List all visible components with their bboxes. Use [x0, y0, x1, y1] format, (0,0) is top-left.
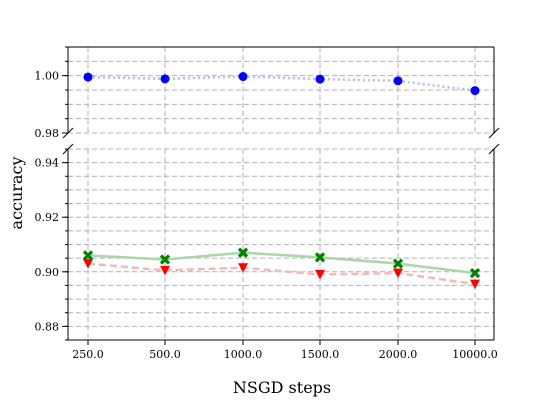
x-marker-stroke — [469, 268, 481, 279]
series-1-point — [237, 247, 249, 258]
x-marker-stroke — [82, 250, 94, 261]
tick-layer: 0.98 1.00 0.88 0.90 0.92 0.94 250.0 500.0 1000.0… — [35, 46, 498, 361]
x-tick-label: 10000.0 — [452, 348, 498, 361]
series-0-line — [87, 75, 476, 92]
axis-break-mark — [488, 143, 500, 155]
top-y-tick-label: 0.98 — [35, 127, 60, 140]
series-2-point — [470, 279, 480, 290]
axis-break-mark — [488, 127, 500, 139]
x-axis-title: NSGD steps — [233, 378, 331, 397]
series-1-line — [87, 251, 476, 275]
series-2-point — [315, 270, 325, 280]
top-y-tick-label: 1.00 — [35, 70, 60, 83]
bottom-y-tick-label: 0.92 — [35, 211, 60, 224]
x-tick-label: 1000.0 — [224, 348, 263, 361]
x-tick-label: 250.0 — [72, 348, 104, 361]
series-1-point — [159, 254, 171, 265]
series-1-point — [314, 252, 326, 263]
series-layer — [82, 72, 481, 290]
series-0-point — [160, 74, 170, 84]
x-marker-stroke — [237, 247, 249, 258]
series-0-point — [393, 76, 403, 86]
series-2-point — [393, 268, 403, 279]
series-2-line — [87, 262, 476, 286]
axes-frame — [62, 46, 500, 341]
x-tick-label: 2000.0 — [379, 348, 418, 361]
series-1-point — [392, 258, 404, 269]
x-marker-stroke — [159, 254, 171, 265]
series-0-point — [83, 72, 93, 82]
grid-lines — [68, 46, 494, 341]
series-2-point — [160, 265, 170, 276]
x-marker-stroke — [314, 252, 326, 263]
bottom-y-tick-label: 0.90 — [35, 266, 60, 279]
series-0-point — [238, 72, 248, 82]
series-2-point — [238, 263, 248, 273]
bottom-y-tick-label: 0.94 — [35, 157, 60, 170]
series-1-point — [82, 250, 94, 261]
series-0-point — [470, 86, 480, 96]
series-0-point — [315, 74, 325, 84]
y-axis-title: accuracy — [7, 157, 26, 230]
series-1-point — [469, 268, 481, 279]
series-2-point — [83, 259, 93, 269]
x-marker-stroke — [392, 258, 404, 269]
x-tick-label: 500.0 — [149, 348, 181, 361]
bottom-y-tick-label: 0.88 — [35, 320, 60, 333]
x-tick-label: 1500.0 — [301, 348, 340, 361]
